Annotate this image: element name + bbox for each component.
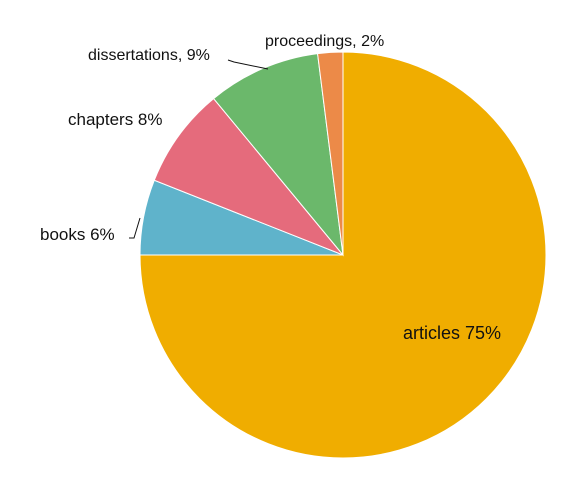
slice-label-books: books 6% [40,225,115,244]
slice-label-articles: articles 75% [403,323,501,343]
leader-line-books [129,218,140,238]
slice-label-proceedings: proceedings, 2% [265,33,384,50]
pie-slices [140,52,546,458]
leader-line-dissertations [228,60,268,69]
slice-label-chapters: chapters 8% [68,110,163,129]
slice-label-dissertations: dissertations, 9% [88,47,210,64]
